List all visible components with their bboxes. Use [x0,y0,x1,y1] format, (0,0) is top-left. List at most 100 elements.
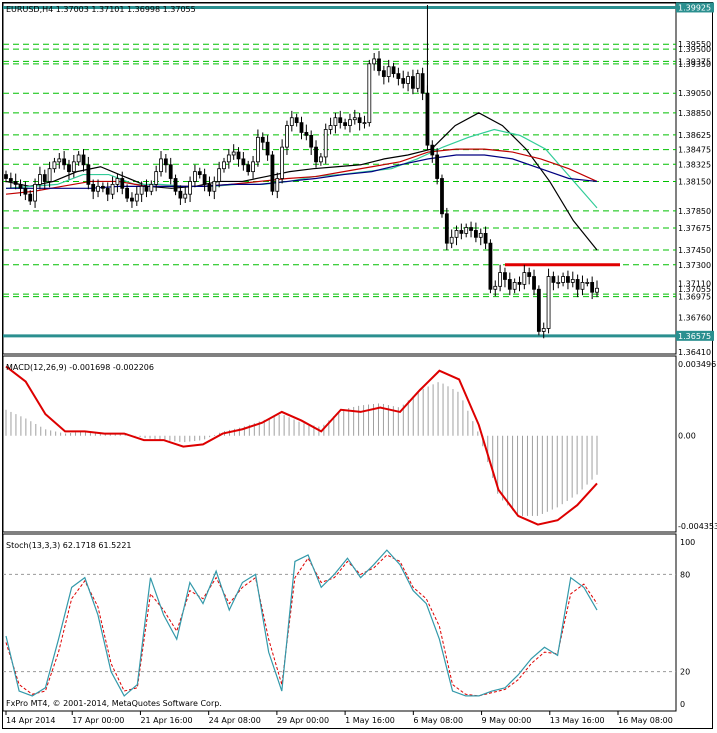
candle-body [207,183,212,192]
stoch-title: Stoch(13,3,3) 62.1718 61.5221 [6,541,132,550]
candle-body [47,168,52,182]
candle-body [580,282,585,290]
candle-body [168,164,173,179]
price-label-text: 1.39925 [678,3,711,12]
candle-body [459,230,464,234]
candle-body [507,279,512,290]
candle-body [226,154,231,163]
price-label-text: 1.37110 [678,279,711,288]
candle-body [251,161,255,173]
price-label: 1.37300 [678,261,711,270]
time-tick-label: 6 May 08:00 [413,716,463,725]
price-label-text: 1.39500 [678,45,711,54]
stoch-signal-line [5,554,598,697]
candle-body [110,183,115,195]
price-label-text: 1.38625 [678,131,711,140]
price-label-text: 1.38325 [678,160,711,169]
candle-body [522,272,527,285]
candle-body [193,171,197,182]
candle-body [328,125,333,130]
candle-body [406,76,410,84]
candle-body [381,70,386,77]
candle-body [120,178,125,189]
candle-body [183,193,188,199]
price-label-text: 1.37675 [678,224,711,233]
candle-body [4,174,8,179]
candle-body [222,161,226,170]
price-chart-title: EURUSD,H4 1.37003 1.37101 1.36998 1.3705… [6,5,196,14]
candle-body [173,178,178,192]
price-label-text: 1.37055 [678,285,711,294]
candle-body [377,58,381,72]
candle-body [449,236,454,244]
candle-body [42,174,47,182]
price-label-text: 1.39350 [678,60,711,69]
candle-body [338,117,343,124]
candle-body [280,146,285,179]
candle-body [86,164,91,185]
candle-body [425,92,430,146]
candle-body [478,232,483,238]
candle-body [67,164,71,173]
time-tick-label: 16 May 08:00 [618,716,673,725]
stoch-tick-label: 80 [680,570,690,579]
candle-body [391,66,396,75]
candle-body [367,63,372,124]
candle-body [454,230,459,238]
candle-body [13,181,18,185]
candle-body [52,161,57,170]
price-label: 1.38625 [678,131,711,140]
candle-body [188,181,192,195]
price-label-text: 1.37450 [678,246,711,255]
price-levels [3,5,676,338]
candle-body [517,282,522,285]
ma-line [5,148,598,195]
candle-body [323,129,328,158]
candle-body [440,178,444,215]
price-label: 1.39550 [678,40,711,49]
time-axis: 14 Apr 2014 17 Apr 00:00 21 Apr 16:00 24 Ap… [5,711,673,725]
candle-body [197,171,202,175]
candle-body [96,185,100,192]
price-label-text: 1.36575 [678,332,711,341]
candle-body [527,272,532,277]
stochastic-indicator: 100 80 20 0 [3,538,695,709]
macd-signal-line [5,365,598,526]
candle-body [202,174,207,185]
ma-line [6,154,598,189]
candle-body [71,161,76,173]
candle-body [115,178,120,185]
candle-body [512,282,517,290]
candle-body [314,146,318,163]
candle-body [561,276,565,283]
candle-body [134,193,139,202]
candle-body [81,154,86,166]
candle-body [590,282,595,293]
price-label: 1.38475 [678,146,711,155]
candle-body [488,242,493,290]
candle-body [464,227,469,234]
candle-body [483,232,488,244]
candle-body [585,282,590,284]
price-label: 1.37675 [678,224,711,233]
price-label-text: 1.37300 [678,261,711,270]
candle-body [217,168,222,182]
candle-body [415,73,420,89]
stoch-panel-frame [2,533,677,712]
stoch-tick-label: 20 [680,668,690,677]
candle-body [130,197,134,202]
price-label: 1.39375 [678,57,711,66]
stoch-tick-label: 0 [680,700,685,709]
candle-body [265,141,270,156]
macd-tick-label: 0.00 [678,432,696,441]
stoch-tick-label: 100 [680,538,695,547]
candle-body [566,276,570,283]
candle-body [309,134,314,148]
price-panel-frame [2,2,677,355]
candle-body [595,287,599,293]
candle-body [241,158,246,166]
price-label-text: 1.36975 [678,293,711,302]
price-label: 1.38150 [678,177,711,186]
